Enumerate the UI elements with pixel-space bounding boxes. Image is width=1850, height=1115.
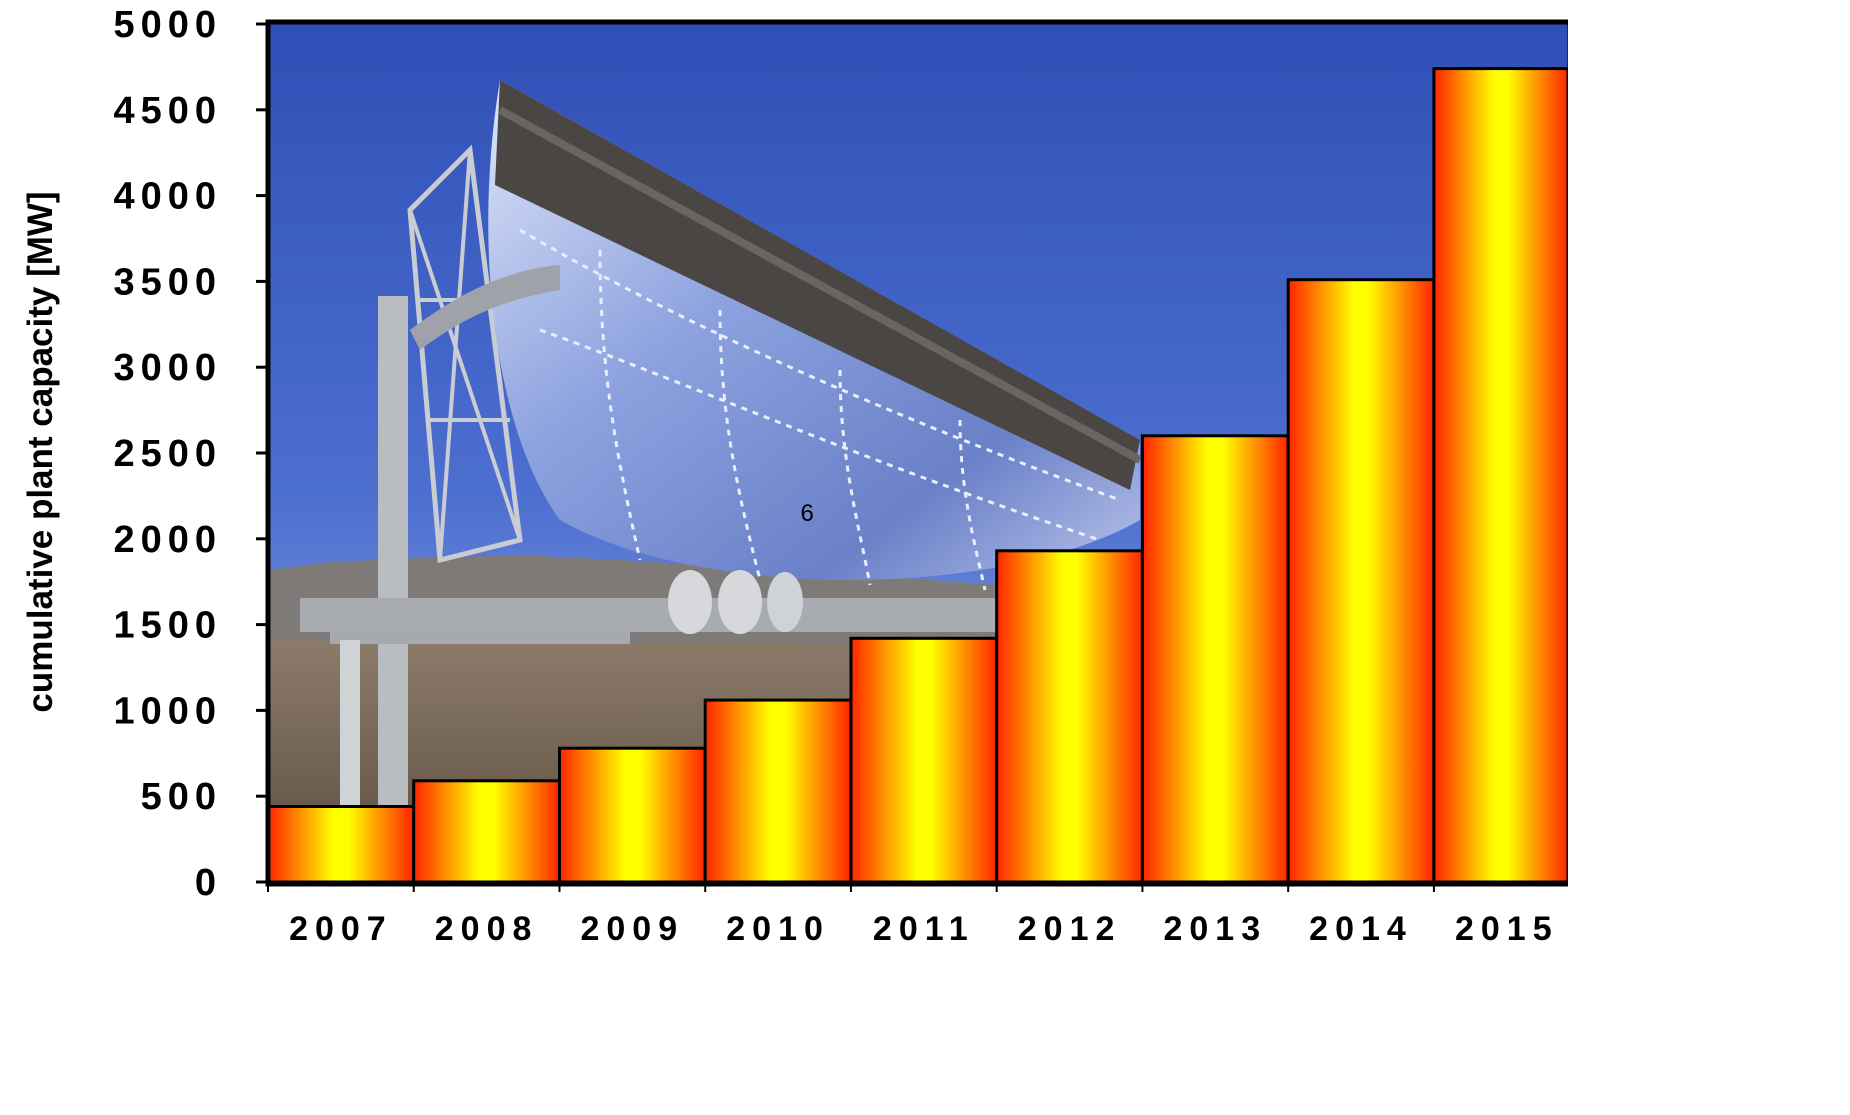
y-tick-label: 3500 [113, 261, 222, 303]
y-tick-label: 3000 [113, 347, 222, 389]
x-tick-label: 2015 [1455, 910, 1559, 948]
bar-2009 [558, 746, 707, 884]
x-tick-label: 2010 [726, 910, 830, 948]
y-tick-label: 0 [195, 862, 222, 904]
x-tick-label: 2008 [435, 910, 539, 948]
y-tick-label: 5000 [113, 4, 222, 46]
x-tick-label: 2011 [873, 910, 975, 948]
bar-2015 [1432, 67, 1568, 884]
x-tick-label: 2013 [1163, 910, 1267, 948]
y-tick-label: 2500 [113, 433, 222, 475]
y-tick-label: 1000 [113, 690, 222, 732]
y-axis-title: cumulative plant capacity [MW] [21, 191, 60, 712]
y-tick-label: 4000 [113, 176, 222, 218]
bar-2007 [266, 805, 416, 884]
x-axis: 2007 2008 2009 2010 2011 2012 2013 2014 2015 [267, 882, 1559, 948]
bar-2010 [703, 698, 853, 884]
bar-series [266, 67, 1568, 884]
bar-2011 [849, 636, 999, 884]
y-axis: 0 500 1000 1500 2000 2500 3000 3500 4000 4500 5000 [113, 4, 270, 904]
y-tick-label: 2000 [113, 519, 222, 561]
bar-2014 [1286, 278, 1436, 884]
y-tick-label: 500 [141, 776, 222, 818]
x-tick-label: 2007 [289, 910, 393, 948]
y-tick-label: 4500 [113, 90, 222, 132]
x-tick-label: 2014 [1309, 910, 1413, 948]
chart-annotation: 6 [801, 500, 814, 527]
capacity-chart: 0 500 1000 1500 2000 2500 3000 3500 4000 4500 5000… [21, 4, 1568, 948]
y-tick-label: 1500 [113, 605, 222, 647]
bar-2012 [995, 549, 1144, 884]
x-tick-label: 2012 [1018, 910, 1122, 948]
x-tick-label: 2009 [580, 910, 684, 948]
bar-2013 [1140, 434, 1290, 884]
bar-2008 [412, 779, 561, 884]
